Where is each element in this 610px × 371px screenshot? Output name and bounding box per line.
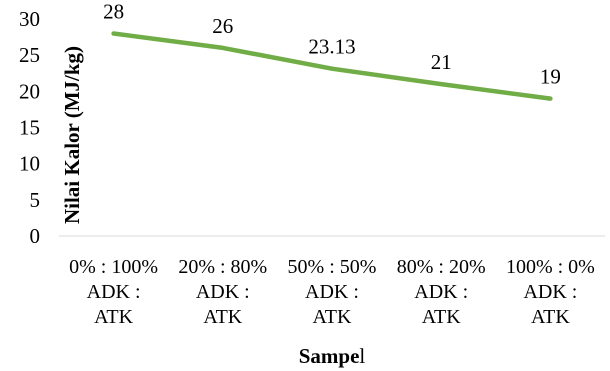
data-labels: 28 26 23.13 21 19 <box>103 0 561 89</box>
y-tick-label: 25 <box>19 43 40 67</box>
data-label: 19 <box>540 65 561 89</box>
x-category-label: 100% : 0% ADK : ATK <box>506 256 595 328</box>
x-category-line: ATK <box>203 306 242 328</box>
y-tick-label: 5 <box>30 188 41 212</box>
data-label: 23.13 <box>308 35 355 59</box>
y-axis-ticks: 0 5 10 15 20 25 30 <box>19 7 40 248</box>
y-axis-title: Nilai Kalor (MJ/kg) <box>60 46 84 224</box>
data-label: 26 <box>212 14 233 38</box>
x-category-line: 50% : 50% <box>288 256 377 278</box>
x-category-line: ADK : <box>87 281 141 303</box>
x-category-line: 80% : 20% <box>397 256 486 278</box>
y-tick-label: 30 <box>19 7 40 31</box>
x-category-label: 0% : 100% ADK : ATK <box>69 256 158 328</box>
y-tick-label: 20 <box>19 79 40 103</box>
data-label: 21 <box>431 50 452 74</box>
y-tick-label: 15 <box>19 116 40 140</box>
x-axis-title-rest: l <box>359 344 365 368</box>
x-category-label: 20% : 80% ADK : ATK <box>178 256 267 328</box>
x-category-line: 0% : 100% <box>69 256 158 278</box>
x-axis-title-bold: Sampe <box>299 344 360 368</box>
series-lines <box>111 31 553 101</box>
x-category-line: ATK <box>422 306 461 328</box>
x-category-label: 80% : 20% ADK : ATK <box>397 256 486 328</box>
x-category-line: ADK : <box>305 281 359 303</box>
x-category-label: 50% : 50% ADK : ATK <box>288 256 377 328</box>
x-axis-title: Sampel <box>299 344 366 368</box>
x-category-line: 20% : 80% <box>178 256 267 278</box>
x-category-line: ADK : <box>523 281 577 303</box>
data-label: 28 <box>103 0 124 23</box>
x-category-line: ADK : <box>196 281 250 303</box>
x-category-line: ATK <box>94 306 133 328</box>
y-tick-label: 10 <box>19 152 40 176</box>
x-category-line: ADK : <box>414 281 468 303</box>
y-tick-label: 0 <box>30 224 41 248</box>
x-category-line: ATK <box>531 306 570 328</box>
x-category-line: ATK <box>313 306 352 328</box>
x-category-line: 100% : 0% <box>506 256 595 278</box>
